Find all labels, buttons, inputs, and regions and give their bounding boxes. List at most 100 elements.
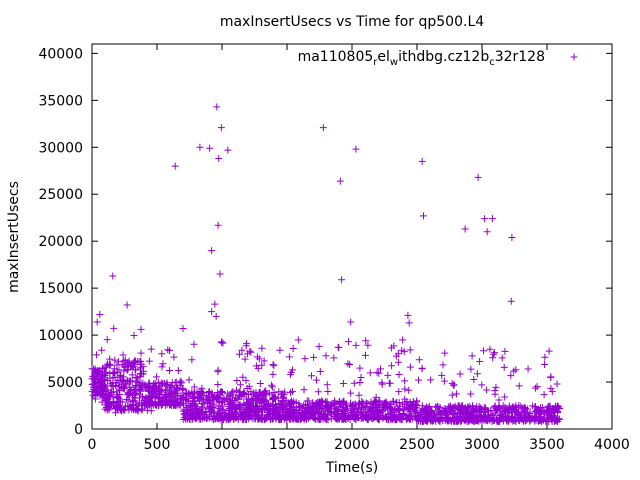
data-point — [215, 404, 223, 412]
data-point — [374, 410, 382, 418]
data-point — [509, 412, 517, 420]
data-point — [414, 376, 422, 384]
data-point — [222, 413, 230, 421]
data-point — [405, 412, 413, 420]
data-point — [279, 390, 287, 398]
data-point — [302, 405, 310, 413]
data-point — [237, 411, 245, 419]
data-point — [475, 408, 483, 416]
data-point — [321, 411, 329, 419]
data-point — [442, 415, 450, 423]
data-point — [405, 319, 413, 327]
data-point — [532, 402, 540, 410]
data-point — [97, 381, 105, 389]
data-point — [438, 371, 446, 379]
data-point — [524, 412, 532, 420]
data-point — [550, 406, 558, 414]
legend-label-sub: w — [390, 57, 398, 68]
data-point — [259, 390, 267, 398]
data-point — [121, 380, 129, 388]
data-point — [553, 380, 561, 388]
data-point — [390, 342, 398, 350]
data-point — [174, 392, 182, 400]
data-point — [501, 393, 509, 401]
data-point — [109, 369, 117, 377]
data-point — [490, 350, 498, 358]
data-point — [145, 357, 153, 365]
data-point — [125, 361, 133, 369]
data-point — [495, 396, 503, 404]
data-point — [400, 400, 408, 408]
data-point — [401, 377, 409, 385]
data-point — [401, 385, 409, 393]
data-point — [500, 363, 508, 371]
data-point — [200, 396, 208, 404]
data-point — [377, 365, 385, 373]
data-point — [96, 310, 104, 318]
data-point — [507, 297, 515, 305]
data-point — [165, 347, 173, 355]
data-point — [206, 394, 214, 402]
data-point — [105, 361, 113, 369]
data-point — [330, 354, 338, 362]
data-point — [476, 357, 484, 365]
data-point — [494, 417, 502, 425]
data-point — [542, 417, 550, 425]
data-point — [399, 336, 407, 344]
data-point — [395, 399, 403, 407]
data-point — [267, 401, 275, 409]
data-point — [218, 387, 226, 395]
data-point — [547, 373, 555, 381]
data-point — [491, 349, 499, 357]
data-point — [123, 395, 131, 403]
y-tick-label: 30000 — [38, 140, 83, 156]
data-point — [236, 350, 244, 358]
data-point — [346, 361, 354, 369]
data-point — [213, 103, 221, 111]
data-point — [310, 353, 318, 361]
data-point — [214, 366, 222, 374]
x-tick-label: 1000 — [204, 437, 240, 453]
data-point — [318, 397, 326, 405]
data-point — [181, 413, 189, 421]
data-point — [241, 390, 249, 398]
data-point — [130, 397, 138, 405]
data-point — [389, 397, 397, 405]
data-point — [147, 407, 155, 415]
data-point — [236, 388, 244, 396]
data-point — [363, 415, 371, 423]
data-point — [532, 384, 540, 392]
data-point — [114, 358, 122, 366]
data-point — [543, 406, 551, 414]
data-point — [228, 389, 236, 397]
data-point — [489, 354, 497, 362]
y-tick-label: 20000 — [38, 234, 83, 250]
data-point — [453, 390, 461, 398]
data-point — [219, 388, 227, 396]
data-point — [385, 379, 393, 387]
data-point — [339, 380, 347, 388]
legend-label-part: el — [377, 49, 390, 65]
data-point — [520, 417, 528, 425]
data-point — [219, 398, 227, 406]
data-point — [349, 402, 357, 410]
y-tick-label: 35000 — [38, 93, 83, 109]
data-point — [145, 379, 153, 387]
data-point — [323, 381, 331, 389]
data-point — [261, 389, 269, 397]
data-point — [179, 399, 187, 407]
data-point — [179, 385, 187, 393]
data-point — [384, 415, 392, 423]
data-point — [146, 394, 154, 402]
data-point — [296, 415, 304, 423]
data-point — [422, 413, 430, 421]
data-point — [129, 362, 137, 370]
x-tick-label: 0 — [88, 437, 97, 453]
data-point — [555, 415, 563, 423]
data-point — [508, 233, 516, 241]
data-point — [395, 388, 403, 396]
data-point — [124, 396, 132, 404]
data-point — [428, 410, 436, 418]
data-point — [314, 388, 322, 396]
data-point — [183, 404, 191, 412]
